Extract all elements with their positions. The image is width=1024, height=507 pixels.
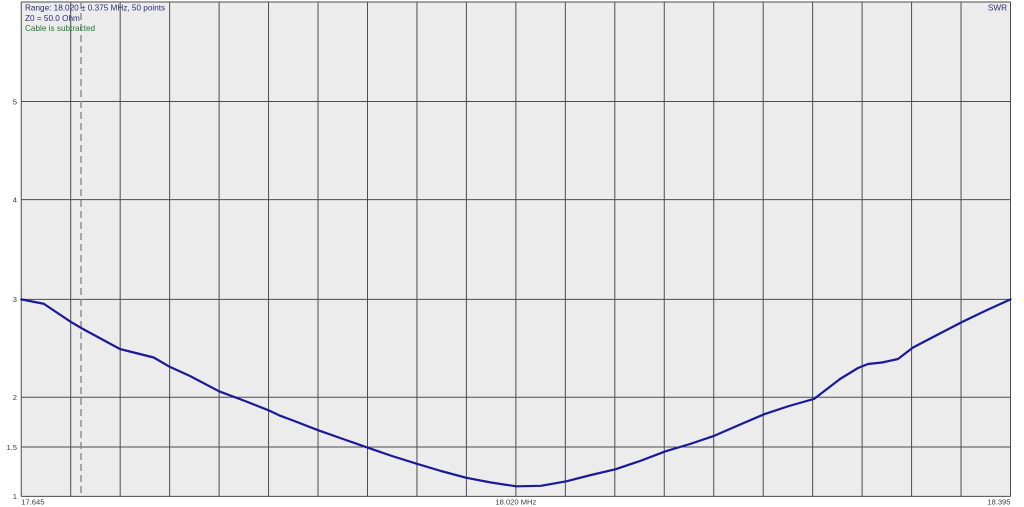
svg-text:1: 1 (13, 492, 17, 501)
svg-text:2: 2 (13, 393, 17, 402)
svg-text:4: 4 (13, 196, 17, 205)
svg-text:18.020 MHz: 18.020 MHz (495, 498, 536, 507)
svg-text:Cable is subtracted: Cable is subtracted (25, 24, 96, 33)
svg-text:3: 3 (13, 295, 17, 304)
svg-text:5: 5 (13, 97, 17, 106)
svg-text:18.395: 18.395 (987, 498, 1010, 507)
svg-text:Z0 = 50.0 Ohm: Z0 = 50.0 Ohm (25, 14, 80, 23)
svg-text:1.5: 1.5 (6, 443, 17, 452)
svg-text:Range: 18.020 ± 0.375 MHz, 50: Range: 18.020 ± 0.375 MHz, 50 points (25, 4, 165, 13)
svg-text:17.645: 17.645 (21, 498, 44, 507)
svg-text:SWR: SWR (988, 4, 1007, 13)
